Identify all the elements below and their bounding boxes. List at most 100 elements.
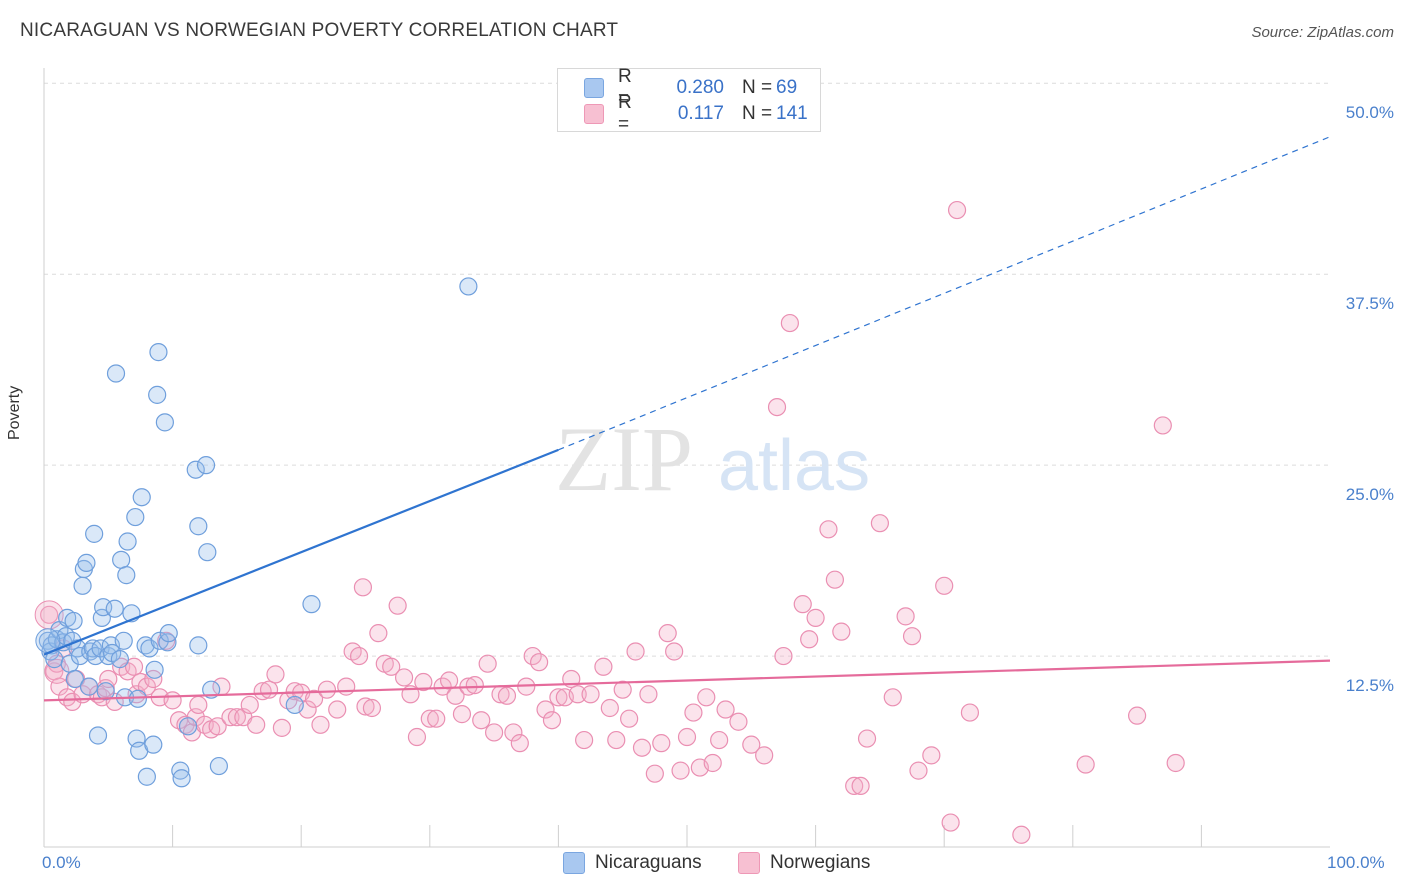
nicaraguan-point [186,460,205,479]
y-tick-label: 12.5% [1345,676,1394,696]
norwegian-point [221,708,240,727]
norwegian-point [851,776,870,796]
norwegian-point [420,709,439,728]
norwegian-point [658,624,677,643]
nicaraguan-point [149,343,168,362]
norwegian-point [870,514,890,533]
norwegian-point [947,200,967,220]
norwegian-point [337,677,356,696]
norwegian-point [369,624,388,643]
nicaraguan-point [148,385,167,404]
norwegian-point [671,761,690,780]
norwegian-point [353,578,373,597]
norwegian-point [394,668,414,687]
norwegian-point [935,576,954,595]
watermark-zip: ZIP [555,408,693,510]
norwegian-point [857,729,877,748]
norwegians-trend-line [43,659,1331,702]
norwegian-point [1166,753,1185,773]
norwegian-point [328,700,347,719]
nicaraguan-point [117,566,136,585]
watermark-atlas: atlas [718,426,870,506]
norwegian-point [349,646,369,666]
norwegian-point [530,653,549,672]
norwegian-point [362,698,382,718]
x-tick-max: 100.0% [1327,853,1385,872]
nicaraguan-point [118,532,137,551]
source-label: Source: ZipAtlas.com [1251,24,1394,41]
legend-r-value: 0.280 [676,77,724,98]
nicaraguan-point [459,277,478,296]
norwegian-point [767,397,787,417]
nicaraguan-point [106,364,126,383]
nicaraguan-point [178,717,198,736]
nicaraguan-point [94,598,113,617]
norwegian-point [124,657,144,676]
norwegian-point [568,685,587,704]
norwegian-point [1076,755,1095,774]
nicaraguan-point [172,769,191,788]
norwegian-point [594,657,613,676]
norwegian-point [439,671,459,690]
norwegian-point [536,700,555,719]
nicaraguan-point [196,456,216,475]
norwegian-point [40,605,59,624]
nicaraguan-point [158,633,177,652]
nicaraguan-point [132,488,151,507]
norwegian-point [941,813,960,832]
chart-title: NICARAGUAN VS NORWEGIAN POVERTY CORRELAT… [20,20,619,41]
norwegian-point [137,677,156,696]
nicaraguan-point [145,660,164,679]
norwegian-point [677,727,697,747]
bottom-legend-swatch-norwegians [738,852,760,874]
norwegian-point [259,680,279,699]
nicaraguan-point [79,677,99,696]
norwegian-point [780,313,799,333]
norwegian-point [774,646,793,666]
nicaraguan-point [302,595,321,614]
norwegian-point [755,746,774,765]
norwegian-point [465,675,484,695]
norwegian-point [825,570,844,589]
norwegian-point [485,723,504,742]
norwegian-point [845,776,864,796]
norwegian-point [549,688,568,707]
norwegian-point [414,672,433,692]
norwegian-point [382,657,401,676]
grid-lines [44,82,1330,657]
norwegian-point [620,709,639,728]
nicaraguan-point [114,631,133,650]
legend-row-nicaraguans: R = 0.280 N = 69 [584,66,816,109]
norwegian-point [304,689,324,708]
y-tick-label: 25.0% [1345,485,1394,505]
nicaraguan-point [64,611,83,631]
norwegian-point [1153,416,1172,435]
nicaraguan-point [198,543,217,562]
norwegian-point [388,596,407,615]
norwegian-point [909,761,928,780]
nicaraguan-point [140,639,159,658]
nicaraguans-trend-line [43,448,559,656]
nicaraguan-point [202,680,221,699]
norwegian-point [510,734,529,753]
norwegian-point [478,654,497,673]
norwegian-point [684,703,703,722]
norwegian-point [581,685,600,704]
norwegian-point [63,692,82,711]
norwegian-point [452,705,472,724]
norwegian-point [542,711,562,730]
trend-lines [43,136,1331,702]
legend-r-value: 0.117 [677,103,724,124]
y-tick-label: 37.5% [1345,294,1394,314]
norwegian-point [356,697,375,716]
norwegian-point [247,715,266,734]
nicaraguan-point [144,735,163,754]
norwegian-point [272,718,292,737]
legend-n-value: 69 [776,77,798,98]
norwegian-point [1012,825,1031,844]
nicaraguan-point [155,413,174,432]
legend-row-norwegians: R = 0.117 N = 141 [584,92,816,135]
norwegian-point [806,608,825,627]
correlation-legend: R = 0.280 N = 69 R = 0.117 N = 141 [557,66,821,135]
